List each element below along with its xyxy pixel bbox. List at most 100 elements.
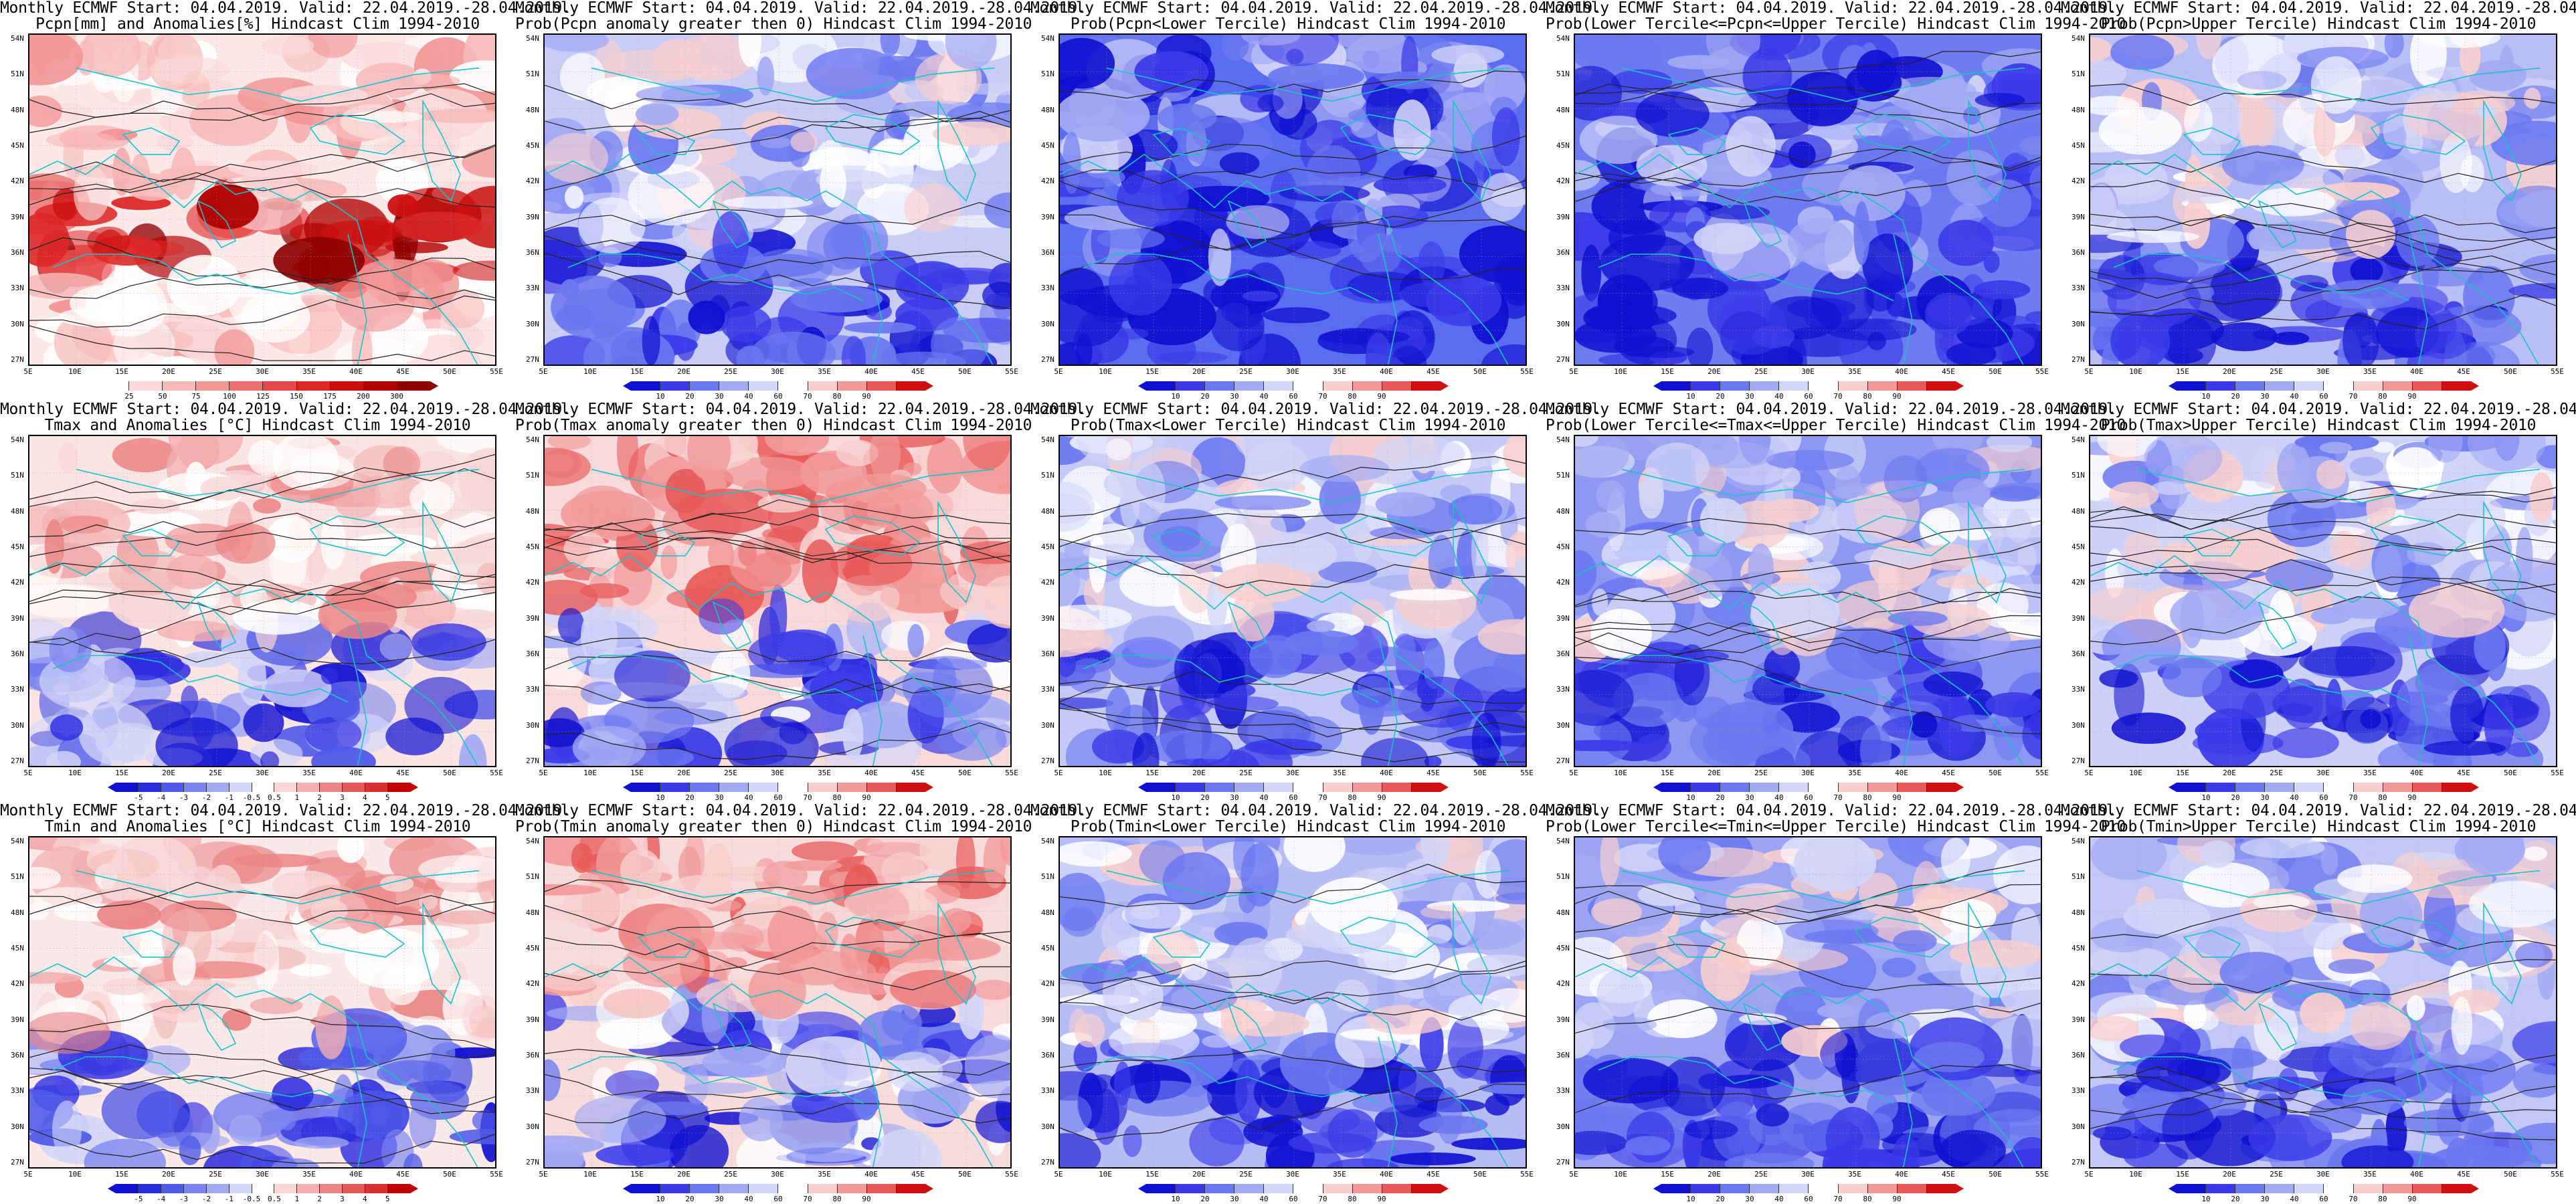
latitude-label: 36N [1556,248,1570,257]
map-frame [1574,836,2042,1169]
map-canvas [1575,436,2041,766]
latitude-label: 54N [526,435,539,444]
longitude-label: 55E [2551,1170,2564,1179]
latitude-label: 33N [11,284,24,293]
longitude-label: 35E [302,1170,316,1179]
latitude-label: 33N [1556,284,1570,293]
longitude-label: 25E [209,1170,222,1179]
longitude-label: 45E [1942,769,1955,777]
contour-lines [1575,51,2041,204]
longitude-label: 25E [724,769,737,777]
latitude-label: 30N [2072,1122,2085,1131]
longitude-label: 40E [1380,769,1393,777]
latitude-label: 54N [1556,34,1570,43]
colorbar-swatch [690,783,720,792]
colorbar-swatch [2353,783,2383,792]
colorbar-tick-label: 90 [1377,793,1386,802]
longitude-label: 40E [349,769,363,777]
colorbar-swatch [1411,381,1441,391]
colorbar-tick-label: 80 [1863,793,1872,802]
colorbar-tick-label: 70 [1833,1195,1843,1203]
colorbar-swatch [1264,381,1294,391]
longitude-label: 25E [209,769,222,777]
colorbar [1661,381,1956,391]
map-title-line2: Prob(Pcpn anomaly greater then 0) Hindca… [515,15,1032,33]
colorbar-tick-label: 60 [2319,1195,2328,1203]
colorbar-swatch [2324,783,2354,792]
colorbar-swatch [1691,783,1721,792]
latitude-label: 45N [11,944,24,952]
longitude-label: 35E [2363,367,2377,376]
colorbar-tick-label: 80 [1348,1195,1357,1203]
latitude-label: 54N [11,435,24,444]
latitude-label: 33N [1556,685,1570,694]
longitude-label: 45E [2457,769,2470,777]
colorbar-tick-label: 2 [317,1195,322,1203]
coastline [1060,468,1510,766]
colorbar-left-arrow [623,783,631,792]
colorbar-swatch [2412,1184,2442,1193]
colorbar-swatch [2324,1184,2354,1193]
colorbar-tick-label: 60 [2319,793,2328,802]
longitude-label: 35E [818,769,831,777]
colorbar-swatch [1352,1184,1382,1193]
longitude-label: 15E [630,1170,644,1179]
longitude-label: 50E [1989,367,2002,376]
map-canvas [545,837,1010,1167]
colorbar-swatch [896,381,925,391]
contour-lines [545,84,1010,310]
latitude-label: 54N [1041,34,1054,43]
latitude-label: 27N [11,355,24,364]
colorbar-tick-label: -1 [224,1195,234,1203]
colorbar-swatch [896,783,925,792]
longitude-label: 10E [1099,769,1112,777]
map-frame [1574,33,2042,366]
colorbar-right-arrow [925,783,933,792]
longitude-label: 25E [1754,367,1768,376]
latitude-label: 33N [11,685,24,694]
colorbar-tick-label: 70 [1833,392,1843,401]
colorbar-tick-label: 175 [323,392,337,401]
colorbar-tick-label: -5 [134,1195,143,1203]
colorbar-right-arrow [1956,381,1964,391]
colorbar-left-arrow [108,783,116,792]
longitude-label: 20E [1708,367,1721,376]
colorbar-tick-label: 40 [1774,392,1784,401]
colorbar [116,783,410,792]
longitude-label: 30E [1801,1170,1815,1179]
longitude-label: 5E [2084,769,2094,777]
map-panel-p21: Monthly ECMWF Start: 04.04.2019. Valid: … [515,803,1087,1204]
latitude-label: 48N [2072,506,2085,516]
shaded-field [545,436,1010,766]
colorbar-left-arrow [1138,1184,1146,1193]
longitude-label: 15E [115,367,128,376]
colorbar-swatch [866,381,897,391]
colorbar-tick-label: 30 [715,793,724,802]
coastline [1575,468,2025,766]
colorbar-tick-label: -3 [179,793,189,802]
colorbar-swatch [631,783,661,792]
map-title-line1: Monthly ECMWF Start: 04.04.2019. Valid: … [1546,401,2117,418]
longitude-label: 35E [302,769,316,777]
colorbar-tick-label: 4 [362,1195,367,1203]
latitude-label: 27N [11,1158,24,1167]
longitude-label: 20E [162,367,175,376]
colorbar-labels: 10 20 30 40 60 70 80 90 [1661,793,1956,803]
colorbar-tick-label: 20 [1716,793,1725,802]
latitude-label: 39N [526,212,539,221]
contour-lines [1060,456,1526,763]
colorbar-swatch [161,1184,184,1193]
latitude-label: 42N [1041,979,1054,989]
coastline [545,870,995,1167]
longitude-label: 45E [1942,1170,1955,1179]
colorbar-swatch [690,381,720,391]
colorbar [1661,1184,1956,1193]
map-title-line1: Monthly ECMWF Start: 04.04.2019. Valid: … [515,401,1087,418]
colorbar-swatch [1750,1184,1780,1193]
colorbar-tick-label: 40 [2290,392,2299,401]
map-panel-p04: Monthly ECMWF Start: 04.04.2019. Valid: … [2061,0,2576,401]
coastline [1575,67,2025,365]
latitude-label: 27N [1041,355,1054,364]
colorbar-tick-label: 40 [744,392,753,401]
latitude-label: 42N [11,578,24,587]
